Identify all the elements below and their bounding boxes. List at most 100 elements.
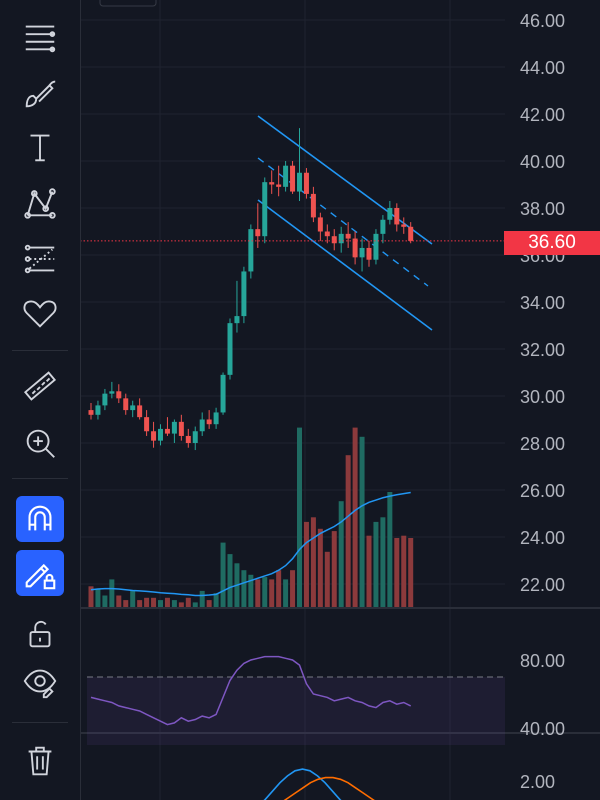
volume-bar [262,577,268,607]
volume-bar [303,521,309,607]
candle-body [109,391,115,394]
pattern-icon[interactable] [16,180,64,226]
fib-levels-icon[interactable] [16,236,64,282]
brush-icon[interactable] [16,70,64,116]
rsi-line [90,655,412,726]
volume-bar [102,595,108,607]
volume-bar [394,538,400,607]
volume-ma-line [90,491,411,597]
volume-bar [241,570,247,607]
candle-body [234,316,240,324]
candle-body [151,431,157,441]
candle-body [164,428,170,434]
candle-body [331,236,337,244]
toolbar-separator [12,478,68,479]
rsi-pane: 80.00 40.00 [87,651,565,745]
candle-body [408,226,414,241]
price-axis-label: 24.00 [520,528,565,548]
candle-body [171,421,177,434]
candle-body [317,217,323,232]
text-tool-icon[interactable] [16,124,64,170]
candle-body [213,412,219,425]
candle-body [310,193,316,218]
volume-bar [373,521,379,607]
candle-body [137,405,143,418]
volume-bar [137,600,143,607]
candle-body [116,391,122,399]
candle-body [269,182,275,185]
volume-bar [380,517,386,607]
price-axis-label: 38.00 [520,199,565,219]
volume-bars [88,427,414,607]
candle-body [199,419,205,432]
candle-body [144,417,150,432]
candle-body [130,405,136,411]
price-axis-label: 34.00 [520,293,565,313]
volume-bar [248,574,254,607]
candle-body [324,231,330,237]
volume-bar [290,570,296,607]
candle-body [401,224,407,227]
volume-bar [213,593,219,607]
macd-axis-label: 2.00 [520,772,555,792]
lock-drawings-icon[interactable] [16,550,64,596]
volume-moving-average [90,491,411,597]
candle-body [262,182,268,237]
toolbar-separator [12,722,68,723]
unlock-icon[interactable] [16,610,64,656]
menu-lines-icon[interactable] [16,14,64,60]
current-price-badge: 36.60 [504,231,600,255]
price-axis-label: 22.00 [520,575,565,595]
zoom-in-icon[interactable] [16,420,64,466]
candle-body [227,323,233,375]
parallel-channel-drawing[interactable] [257,115,433,331]
rsi-band-fill [87,677,505,745]
candle-body [303,172,309,194]
magnet-icon[interactable] [16,496,64,542]
candlestick-series [88,128,414,451]
candle-body [373,233,379,260]
ruler-icon[interactable] [16,364,64,410]
volume-bar [310,517,316,607]
candle-body [241,271,247,317]
macd-pane: 2.00 [263,768,555,800]
volume-bar [130,590,136,607]
volume-bar [220,542,226,607]
volume-bar [158,600,163,607]
candle-body [380,219,386,234]
candle-body [345,233,351,239]
volume-bar [331,531,337,607]
candle-body [178,421,184,436]
volume-bar [366,535,372,607]
volume-bar [192,602,198,607]
volume-bar [227,554,233,607]
trash-icon[interactable] [16,738,64,784]
volume-bar [317,528,323,607]
volume-bar [164,597,170,607]
volume-bar [123,600,129,607]
volume-bar [151,597,157,607]
volume-bar [95,588,101,607]
favorites-heart-icon[interactable] [16,290,64,336]
candle-body [255,229,261,237]
candle-body [158,428,163,441]
top-button-outline [99,0,157,7]
price-axis-label: 44.00 [520,58,565,78]
price-axis-label: 30.00 [520,387,565,407]
price-axis[interactable]: 46.0044.0042.0040.0038.0036.0034.0032.00… [520,11,565,595]
volume-bar [359,436,365,607]
candle-body [248,229,254,272]
candle-body [352,238,358,258]
volume-bar [276,570,282,607]
volume-bar [324,551,330,607]
candle-body [290,165,296,192]
volume-bar [88,586,94,607]
rsi-axis-label: 80.00 [520,651,565,671]
volume-bar [408,538,414,607]
eye-icon[interactable] [16,658,64,704]
volume-bar [352,427,358,607]
toolbar-separator [12,350,68,351]
candle-body [394,208,400,225]
